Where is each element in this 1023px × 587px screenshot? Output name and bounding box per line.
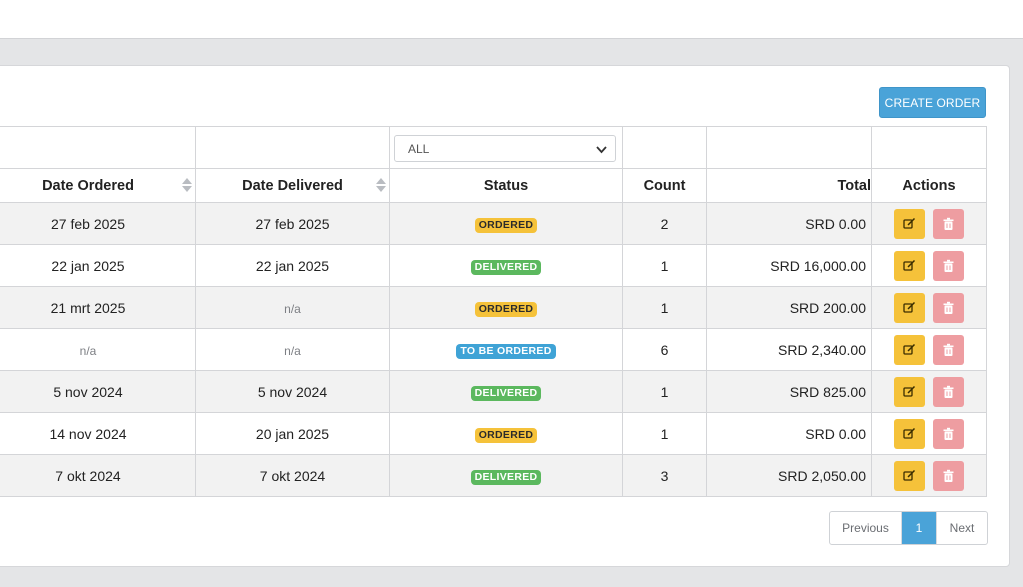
edit-button[interactable] [894, 376, 925, 407]
status-badge: ORDERED [474, 427, 538, 443]
filter-row: ALL [0, 126, 987, 169]
delete-button[interactable] [933, 334, 964, 365]
trash-icon [943, 301, 954, 314]
date-ordered-cell: n/a [79, 343, 97, 358]
status-badge: ORDERED [474, 301, 538, 317]
date-delivered-cell: n/a [284, 343, 301, 358]
col-date-delivered[interactable]: Date Delivered [195, 168, 390, 203]
pagination-page-1[interactable]: 1 [902, 512, 936, 544]
chevron-down-icon [596, 136, 607, 173]
table-row: 5 nov 2024 5 nov 2024 DELIVERED 1 SRD 825.00 [0, 370, 987, 413]
table-row: 21 mrt 2025 n/a ORDERED 1 SRD 200.00 [0, 286, 987, 329]
delete-button[interactable] [933, 208, 964, 239]
pencil-square-icon [903, 343, 916, 355]
sort-icon[interactable] [182, 178, 192, 194]
delete-button[interactable] [933, 376, 964, 407]
edit-button[interactable] [894, 208, 925, 239]
status-badge: ORDERED [474, 217, 538, 233]
count-cell: 3 [660, 467, 669, 484]
status-badge: DELIVERED [470, 385, 542, 401]
total-cell: SRD 2,050.00 [778, 467, 866, 484]
total-cell: SRD 0.00 [805, 215, 866, 232]
edit-button[interactable] [894, 334, 925, 365]
date-ordered-cell: 14 nov 2024 [49, 425, 127, 442]
create-order-button[interactable]: CREATE ORDER [879, 87, 986, 118]
pencil-square-icon [903, 469, 916, 481]
pencil-square-icon [903, 427, 916, 439]
total-cell: SRD 16,000.00 [770, 257, 866, 274]
table-row: 7 okt 2024 7 okt 2024 DELIVERED 3 SRD 2,050.… [0, 454, 987, 497]
count-cell: 1 [660, 383, 669, 400]
col-date-ordered[interactable]: Date Ordered [0, 168, 196, 203]
col-total: Total [706, 168, 872, 203]
trash-icon [943, 343, 954, 356]
count-cell: 1 [660, 425, 669, 442]
status-badge: DELIVERED [470, 259, 542, 275]
col-actions: Actions [871, 168, 987, 203]
pagination-next[interactable]: Next [936, 512, 987, 544]
pencil-square-icon [903, 385, 916, 397]
count-cell: 2 [660, 215, 669, 232]
table-row: 22 jan 2025 22 jan 2025 DELIVERED 1 SRD 16,0… [0, 244, 987, 287]
total-cell: SRD 0.00 [805, 425, 866, 442]
date-delivered-cell: n/a [284, 301, 301, 316]
date-ordered-cell: 22 jan 2025 [51, 257, 125, 274]
table-header: Date Ordered Date Delivered Status Count… [0, 168, 987, 203]
date-delivered-cell: 7 okt 2024 [259, 467, 326, 484]
trash-icon [943, 427, 954, 440]
date-ordered-cell: 7 okt 2024 [55, 467, 121, 484]
col-count: Count [622, 168, 707, 203]
total-cell: SRD 825.00 [789, 383, 866, 400]
total-cell: SRD 200.00 [789, 299, 866, 316]
count-cell: 1 [660, 257, 669, 274]
status-badge: DELIVERED [470, 469, 542, 485]
trash-icon [943, 469, 954, 482]
delete-button[interactable] [933, 460, 964, 491]
edit-button[interactable] [894, 292, 925, 323]
delete-button[interactable] [933, 250, 964, 281]
date-delivered-cell: 27 feb 2025 [255, 215, 330, 232]
trash-icon [943, 259, 954, 272]
top-navbar [0, 0, 1023, 39]
edit-button[interactable] [894, 460, 925, 491]
pencil-square-icon [903, 217, 916, 229]
date-delivered-cell: 22 jan 2025 [255, 257, 330, 274]
date-ordered-cell: 27 feb 2025 [51, 215, 125, 232]
delete-button[interactable] [933, 418, 964, 449]
count-cell: 6 [660, 341, 669, 358]
delete-button[interactable] [933, 292, 964, 323]
date-ordered-cell: 21 mrt 2025 [50, 299, 126, 316]
edit-button[interactable] [894, 250, 925, 281]
status-badge: TO BE ORDERED [456, 343, 556, 359]
date-ordered-cell: 5 nov 2024 [53, 383, 123, 400]
pencil-square-icon [903, 301, 916, 313]
pencil-square-icon [903, 259, 916, 271]
pagination-previous[interactable]: Previous [830, 512, 902, 544]
table-row: n/a n/a TO BE ORDERED 6 SRD 2,340.00 [0, 328, 987, 371]
table-row: 27 feb 2025 27 feb 2025 ORDERED 2 SRD 0.00 [0, 202, 987, 245]
table-row: 14 nov 2024 20 jan 2025 ORDERED 1 SRD 0.00 [0, 412, 987, 455]
trash-icon [943, 385, 954, 398]
col-status: Status [389, 168, 623, 203]
orders-table: ALL Date Ordered Date Delivered Status C… [0, 126, 987, 497]
status-filter-select[interactable]: ALL [394, 135, 616, 162]
sort-icon[interactable] [376, 178, 386, 194]
trash-icon [943, 217, 954, 230]
date-delivered-cell: 5 nov 2024 [257, 383, 328, 400]
edit-button[interactable] [894, 418, 925, 449]
pagination: Previous 1 Next [829, 511, 988, 545]
date-delivered-cell: 20 jan 2025 [255, 425, 330, 442]
total-cell: SRD 2,340.00 [778, 341, 866, 358]
count-cell: 1 [660, 299, 669, 316]
status-filter-value: ALL [408, 142, 430, 156]
